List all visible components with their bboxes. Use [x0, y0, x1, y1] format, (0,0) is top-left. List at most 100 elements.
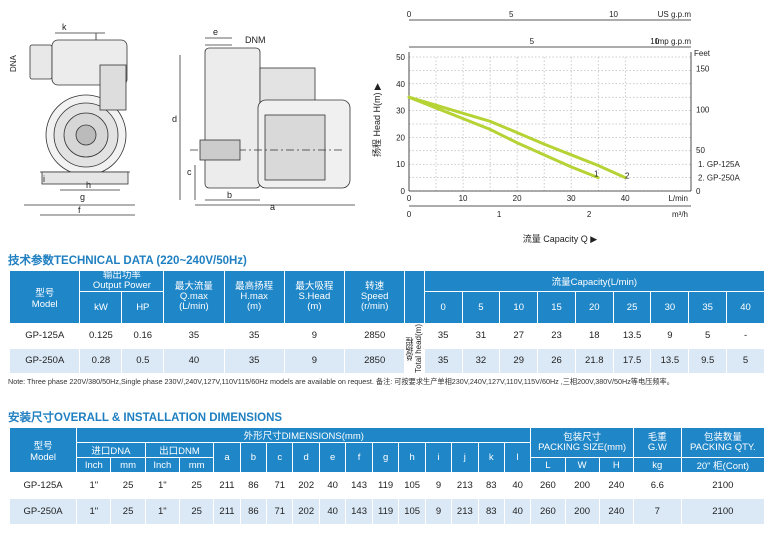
cell: 83 — [477, 472, 505, 499]
cell: 25 — [178, 498, 215, 525]
label-f: f — [78, 205, 81, 215]
cell-head: 23 — [537, 323, 576, 349]
cell-hmax: 35 — [223, 347, 285, 374]
cell: 260 — [530, 472, 566, 499]
series-line-1 — [407, 95, 600, 180]
label-b: b — [227, 190, 232, 200]
cell-head: 29 — [499, 347, 539, 374]
table-row: GP-250A 0.28 0.5 40 35 9 2850 35 32 29 26 21.8 17.5 1… — [8, 347, 765, 374]
label-a: a — [270, 202, 275, 212]
m3h-tick-label: 1 — [497, 210, 502, 219]
cell: 143 — [345, 498, 373, 525]
th-mm: mm — [178, 457, 215, 473]
tech-note: Note: Three phase 220V/380/50Hz,Single p… — [8, 377, 674, 386]
th-dim-d: d — [292, 442, 320, 473]
cell: 240 — [598, 472, 634, 499]
y-tick-label: 0 — [401, 187, 406, 196]
cell-head: - — [726, 323, 765, 349]
cell: 9 — [424, 498, 453, 525]
th-capacity-col: 15 — [537, 291, 576, 324]
cell-head: 26 — [537, 347, 576, 374]
cell-model: GP-250A — [8, 347, 81, 374]
feet-tick-label: 150 — [696, 64, 710, 73]
cell: 86 — [239, 472, 268, 499]
m3h-tick-label: 2 — [587, 210, 592, 219]
cell-head: 13.5 — [650, 347, 690, 374]
cell-shead: 9 — [283, 323, 346, 349]
usgpm-tick-label: 10 — [609, 10, 618, 19]
cell: 1" — [76, 498, 112, 525]
y-tick-label: 40 — [396, 80, 405, 89]
label-k: k — [62, 22, 67, 32]
th-dim-h: h — [398, 442, 426, 473]
cell-hp: 0.16 — [121, 323, 165, 349]
x-unit-label: L/min — [668, 194, 688, 203]
feet-tick-label: 0 — [696, 187, 701, 196]
feet-tick-label: 50 — [696, 146, 705, 155]
th-dim-e: e — [318, 442, 347, 473]
label-e: e — [213, 27, 218, 37]
th-hmax: 最高扬程 H.max (m) — [223, 270, 285, 324]
cell: 6.6 — [632, 472, 682, 499]
label-i: i — [43, 174, 45, 184]
th-capacity-col: 5 — [461, 291, 501, 324]
th-inch: Inch — [144, 457, 181, 473]
th-pack-W: W — [564, 457, 600, 473]
series-line-2 — [407, 95, 627, 180]
cell: 40 — [318, 498, 347, 525]
y-tick-label: 50 — [396, 53, 405, 62]
cell: GP-250A — [8, 498, 78, 525]
technical-drawings: k l DNA i h g f e DNM d c b a 0102030405… — [9, 10, 740, 244]
th-model: 型号 Model — [8, 270, 81, 324]
th-dim-l: l — [503, 442, 532, 473]
cell: 25 — [178, 472, 215, 499]
cell-head: 5 — [688, 323, 728, 349]
x-tick-label: 10 — [459, 194, 468, 203]
label-dnm: DNM — [245, 35, 266, 45]
cell-model: GP-125A — [8, 323, 81, 349]
th-dna: 进口DNA — [76, 442, 146, 458]
th-dim-j: j — [451, 442, 479, 473]
cell: 119 — [371, 498, 400, 525]
y-tick-label: 10 — [396, 160, 405, 169]
cell: 40 — [318, 472, 347, 499]
label-dna: DNA — [9, 54, 18, 72]
dims-table: 型号 Model 外形尺寸DIMENSIONS(mm) 包装尺寸 PACKING… — [8, 427, 766, 525]
cell: 2100 — [680, 472, 766, 499]
cell: 1" — [76, 472, 112, 499]
th-dim-f: f — [345, 442, 373, 473]
cell: 9 — [424, 472, 453, 499]
cell: 202 — [292, 472, 320, 499]
cell: 260 — [530, 498, 566, 525]
cell: 202 — [292, 498, 320, 525]
total-head-label: 总扬程 Total head(m) — [405, 324, 424, 373]
label-l: l — [95, 32, 97, 42]
cell: 40 — [503, 472, 532, 499]
cell: 71 — [266, 472, 294, 499]
cell-head: 21.8 — [574, 347, 614, 374]
th-dim-g: g — [371, 442, 400, 473]
th-qty: 包装数量 PACKING QTY. — [680, 427, 766, 458]
cell: 200 — [564, 472, 600, 499]
front-view-drawing — [24, 32, 135, 216]
x-tick-label: 40 — [621, 194, 630, 203]
y-tick-label: 20 — [396, 133, 405, 142]
cell: 86 — [239, 498, 268, 525]
dims-title: 安装尺寸OVERALL & INSTALLATION DIMENSIONS — [8, 412, 283, 424]
side-view-labels: e DNM d c b a — [172, 27, 275, 212]
front-view-labels: k l DNA i h g f — [9, 22, 97, 215]
cell-qmax: 35 — [163, 323, 225, 349]
table-row: GP-125A 1" 25 1" 25 211 86 71 202 40 143 119 105 9 213… — [8, 472, 766, 499]
cell-head: 9.5 — [688, 347, 728, 374]
cell-head: 31 — [461, 323, 501, 349]
x-tick-label: 20 — [513, 194, 522, 203]
th-capacity-col: 10 — [499, 291, 539, 324]
y-tick-label: 30 — [396, 107, 405, 116]
usgpm-tick-label: 5 — [509, 10, 514, 19]
th-dims-model: 型号 Model — [8, 427, 78, 473]
th-capacity-col: 20 — [574, 291, 614, 324]
th-dimensions: 外形尺寸DIMENSIONS(mm) — [76, 427, 532, 443]
cell: 213 — [451, 498, 479, 525]
cell-head: 35 — [423, 347, 463, 374]
